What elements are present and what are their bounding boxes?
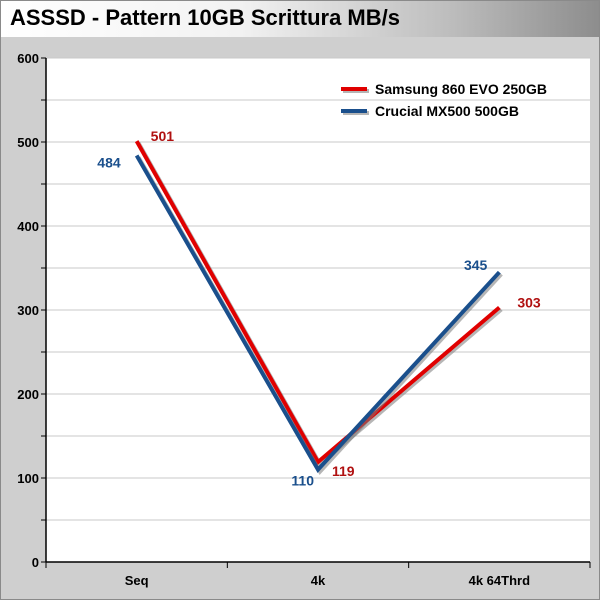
title-bar: ASSSD - Pattern 10GB Scrittura MB/s — [1, 1, 599, 37]
data-label: 110 — [291, 473, 314, 489]
legend-label: Crucial MX500 500GB — [375, 103, 519, 119]
legend-label: Samsung 860 EVO 250GB — [375, 81, 547, 97]
chart-title: ASSSD - Pattern 10GB Scrittura MB/s — [10, 5, 400, 30]
y-tick-label: 0 — [32, 555, 39, 570]
data-label: 345 — [464, 257, 488, 273]
y-tick-label: 500 — [17, 135, 39, 150]
data-label: 119 — [332, 463, 355, 479]
y-tick-label: 300 — [17, 303, 39, 318]
x-tick-label: Seq — [125, 573, 149, 588]
x-tick-label: 4k — [311, 573, 326, 588]
y-tick-label: 600 — [17, 51, 39, 66]
data-label: 484 — [97, 154, 121, 170]
y-tick-label: 100 — [17, 471, 39, 486]
data-label: 303 — [517, 294, 541, 310]
y-tick-label: 200 — [17, 387, 39, 402]
y-tick-label: 400 — [17, 219, 39, 234]
x-tick-label: 4k 64Thrd — [469, 573, 530, 588]
data-label: 501 — [151, 128, 175, 144]
